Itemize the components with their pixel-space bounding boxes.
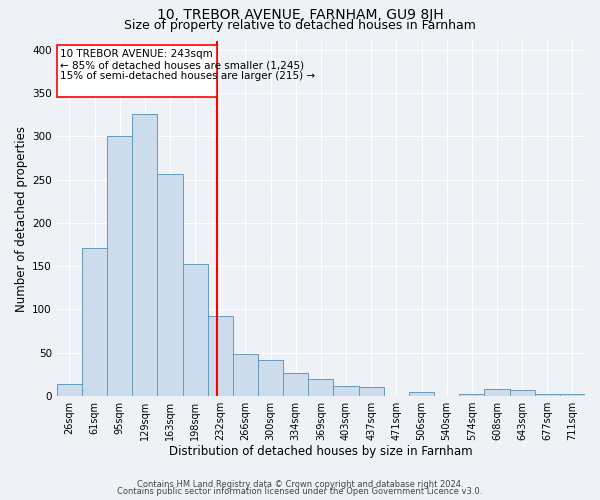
Bar (535, 394, 560, 396)
Bar (57, 384, 82, 396)
Text: Size of property relative to detached houses in Farnham: Size of property relative to detached ho… (124, 18, 476, 32)
Bar (132, 114, 157, 396)
Bar (359, 388, 384, 396)
Bar (409, 392, 434, 396)
Bar (182, 264, 208, 396)
Bar (484, 389, 509, 396)
Bar (208, 316, 233, 396)
Text: 10, TREBOR AVENUE, FARNHAM, GU9 8JH: 10, TREBOR AVENUE, FARNHAM, GU9 8JH (157, 8, 443, 22)
Bar (509, 390, 535, 396)
Y-axis label: Number of detached properties: Number of detached properties (15, 126, 28, 312)
Bar (258, 360, 283, 396)
Text: 15% of semi-detached houses are larger (215) →: 15% of semi-detached houses are larger (… (60, 72, 315, 82)
Text: 10 TREBOR AVENUE: 243sqm: 10 TREBOR AVENUE: 243sqm (60, 49, 212, 59)
Text: ← 85% of detached houses are smaller (1,245): ← 85% of detached houses are smaller (1,… (60, 60, 304, 70)
Bar (283, 372, 308, 396)
FancyBboxPatch shape (57, 46, 217, 98)
Bar (157, 174, 182, 396)
Bar (308, 379, 334, 396)
Text: Contains public sector information licensed under the Open Government Licence v3: Contains public sector information licen… (118, 487, 482, 496)
Bar (82, 248, 107, 396)
Bar (560, 394, 585, 396)
Text: Contains HM Land Registry data © Crown copyright and database right 2024.: Contains HM Land Registry data © Crown c… (137, 480, 463, 489)
Bar (233, 354, 258, 396)
Bar (459, 394, 484, 396)
Bar (334, 386, 359, 396)
X-axis label: Distribution of detached houses by size in Farnham: Distribution of detached houses by size … (169, 444, 473, 458)
Bar (107, 136, 132, 396)
